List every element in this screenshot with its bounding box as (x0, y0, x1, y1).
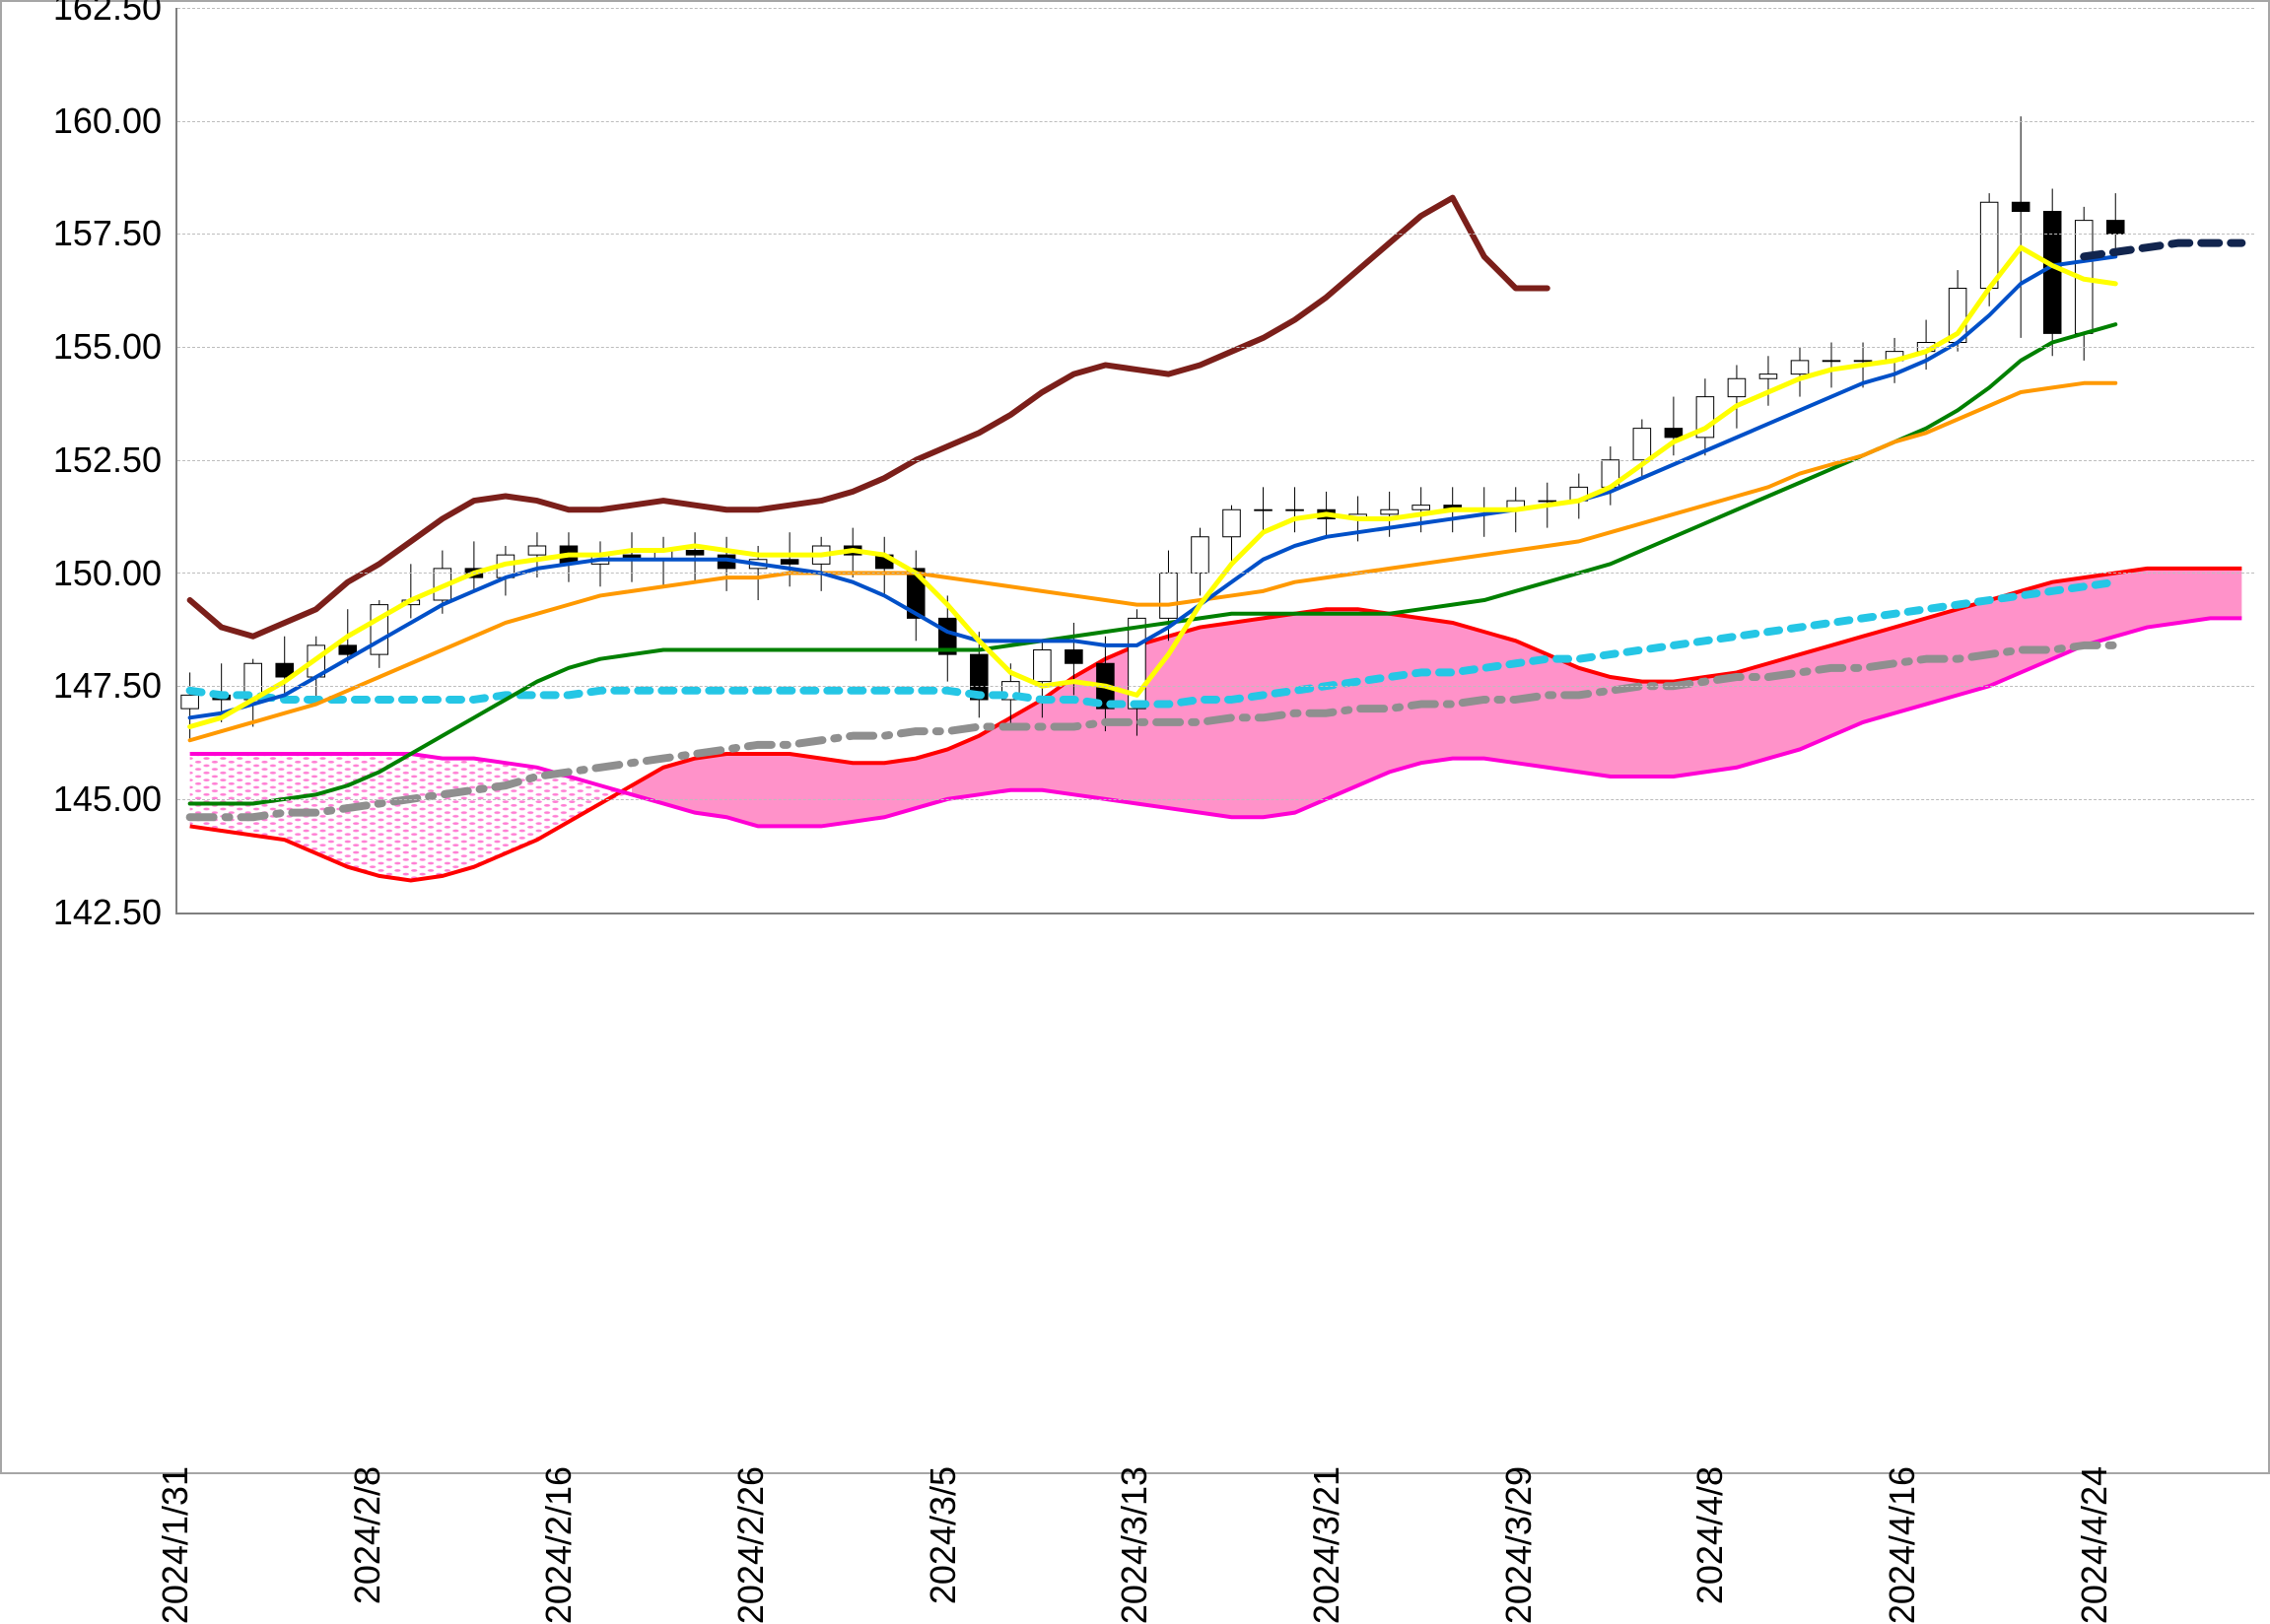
candle-body (1286, 509, 1304, 510)
candle-body (1223, 509, 1241, 537)
candle-body (1791, 361, 1809, 374)
candle-body (781, 560, 798, 565)
candle-body (2043, 211, 2061, 333)
candle-body (1539, 501, 1556, 502)
y-tick-label: 162.50 (53, 0, 162, 29)
gridline (177, 573, 2254, 574)
y-tick-label: 142.50 (53, 892, 162, 933)
y-axis: 142.50 145.00 147.50 150.00 152.50 155.00 157.… (8, 8, 166, 1466)
x-axis: 2024/1/312024/2/82024/2/162024/2/262024/… (175, 926, 2254, 1466)
y-tick-label: 147.50 (53, 665, 162, 707)
candle-body (1034, 649, 1052, 681)
x-tick-label: 2024/3/21 (1306, 1466, 1347, 1624)
x-tick-label: 2024/3/13 (1114, 1466, 1155, 1624)
x-tick-label: 2024/3/29 (1498, 1466, 1540, 1624)
candle-body (1412, 506, 1430, 510)
candle-body (1728, 378, 1746, 396)
gridline (177, 799, 2254, 800)
candle-body (2106, 221, 2124, 235)
gridline (177, 234, 2254, 235)
candle-body (1759, 374, 1777, 379)
gridline (177, 460, 2254, 461)
candle-body (528, 546, 546, 555)
candle-body (1255, 509, 1273, 510)
chart-outer-frame: 142.50 145.00 147.50 150.00 152.50 155.00 157.… (0, 0, 2270, 1474)
candle-body (1823, 361, 1840, 362)
series-dark-red (190, 198, 1548, 637)
candle-body (686, 551, 704, 556)
gridline (177, 347, 2254, 348)
x-tick-label: 2024/4/8 (1689, 1466, 1731, 1604)
candle-body (1160, 573, 1178, 618)
y-tick-label: 145.00 (53, 778, 162, 820)
y-tick-label: 152.50 (53, 440, 162, 481)
gridline (177, 8, 2254, 9)
y-tick-label: 150.00 (53, 553, 162, 594)
x-tick-label: 2024/1/31 (155, 1466, 196, 1624)
gridline (177, 686, 2254, 687)
x-tick-label: 2024/3/5 (923, 1466, 964, 1604)
candle-body (1381, 509, 1399, 514)
x-tick-label: 2024/2/16 (538, 1466, 580, 1624)
x-tick-label: 2024/4/24 (2074, 1466, 2115, 1624)
candle-body (1665, 429, 1683, 438)
y-tick-label: 160.00 (53, 101, 162, 142)
candle-body (1192, 537, 1209, 574)
plot-area (175, 8, 2254, 914)
candle-body (1633, 429, 1651, 460)
series-navy-dashed-tail (2084, 243, 2241, 257)
gridline (177, 121, 2254, 122)
candle-body (339, 645, 357, 654)
x-tick-label: 2024/2/8 (347, 1466, 388, 1604)
x-tick-label: 2024/2/26 (730, 1466, 772, 1624)
x-tick-label: 2024/4/16 (1882, 1466, 1923, 1624)
candle-body (2012, 202, 2029, 211)
candle-body (1980, 202, 1998, 288)
candle-body (1854, 361, 1872, 362)
chart-frame: 142.50 145.00 147.50 150.00 152.50 155.00 157.… (8, 8, 2262, 1466)
y-tick-label: 155.00 (53, 326, 162, 368)
candle-body (1066, 649, 1083, 663)
candle-body (181, 695, 199, 709)
y-tick-label: 157.50 (53, 213, 162, 254)
